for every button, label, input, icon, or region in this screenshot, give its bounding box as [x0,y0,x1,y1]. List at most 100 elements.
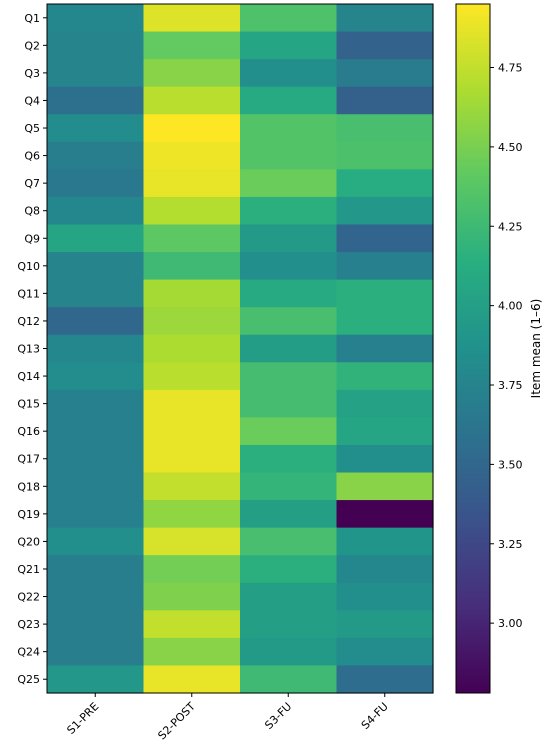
colorbar-tick-label: 3.50 [498,458,523,471]
heatmap-cell-q11-s3-fu [240,279,338,308]
row-label: Q22 [17,591,40,604]
row-label: Q8 [24,205,40,218]
heatmap-cell-q21-s4-fu [336,555,434,584]
heatmap-cell-q23-s3-fu [240,610,338,639]
heatmap-cell-q18-s4-fu [336,472,434,501]
column-label: S4-FU [359,700,391,732]
colorbar-tick-label: 4.25 [498,220,523,233]
heatmap-cell-q20-s1-pre [47,527,145,556]
heatmap-cell-q17-s2-post [143,444,241,474]
heatmap-cell-q10-s1-pre [47,252,145,281]
heatmap-cell-q8-s4-fu [336,196,434,226]
heatmap-cell-q14-s1-pre [47,362,145,391]
colorbar-tick-label: 3.00 [498,617,523,630]
heatmap-cell-q5-s1-pre [47,114,145,143]
heatmap-cell-q4-s4-fu [336,86,434,115]
row-label: Q23 [17,618,40,631]
heatmap-cell-q9-s4-fu [336,224,434,253]
heatmap-cell-q17-s1-pre [47,444,145,474]
heatmap-cell-q3-s3-fu [240,59,338,88]
heatmap-cell-q7-s3-fu [240,169,338,198]
heatmap-cell-q16-s3-fu [240,417,338,446]
heatmap-cell-q6-s2-post [143,141,241,170]
colorbar-tick-label: 4.00 [498,300,523,313]
heatmap-cell-q4-s2-post [143,86,241,115]
row-label: Q11 [17,287,40,300]
heatmap-cell-q19-s4-fu [336,500,434,529]
heatmap-cell-q8-s1-pre [47,196,145,226]
heatmap-cell-q2-s3-fu [240,31,338,60]
heatmap-cell-q2-s4-fu [336,31,434,60]
heatmap-cell-q3-s1-pre [47,59,145,88]
heatmap-cell-q24-s2-post [143,637,241,667]
heatmap-cell-q24-s4-fu [336,637,434,667]
heatmap-cell-q14-s3-fu [240,362,338,391]
heatmap-cell-q11-s4-fu [336,279,434,308]
heatmap-cell-q22-s1-pre [47,582,145,611]
row-label: Q13 [17,343,40,356]
heatmap-cell-q18-s1-pre [47,472,145,501]
heatmap-cell-q25-s1-pre [47,665,145,694]
heatmap-cell-q25-s2-post [143,665,241,694]
column-labels: S1-PRE S2-POST S3-FU S4-FU [64,693,391,743]
row-label: Q6 [24,150,40,163]
heatmap-cell-q2-s1-pre [47,31,145,60]
heatmap-cell-q19-s3-fu [240,500,338,529]
row-label: Q24 [17,646,40,659]
heatmap-cell-q22-s2-post [143,582,241,611]
row-label: Q21 [17,563,40,576]
row-label: Q1 [24,12,40,25]
heatmap-cell-q10-s3-fu [240,252,338,281]
row-label: Q2 [24,39,40,52]
heatmap-cell-q7-s4-fu [336,169,434,198]
heatmap-cell-q25-s3-fu [240,665,338,694]
heatmap-cell-q16-s4-fu [336,417,434,446]
heatmap-cell-q13-s1-pre [47,334,145,363]
row-label: Q4 [24,94,40,107]
heatmap-cell-q23-s4-fu [336,610,434,639]
row-label: Q5 [24,122,40,135]
heatmap-cell-q13-s3-fu [240,334,338,363]
heatmap-cell-q9-s1-pre [47,224,145,253]
row-label: Q25 [17,673,40,686]
heatmap-cell-q15-s3-fu [240,389,338,418]
heatmap-cell-q20-s3-fu [240,527,338,556]
column-label: S2-POST [155,700,198,743]
heatmap-cell-q18-s3-fu [240,472,338,501]
heatmap-cell-q11-s1-pre [47,279,145,308]
row-label: Q14 [17,370,40,383]
heatmap-cell-q12-s3-fu [240,307,338,336]
heatmap-cell-q10-s4-fu [336,252,434,281]
row-label: Q16 [17,425,40,438]
heatmap-cell-q6-s1-pre [47,141,145,170]
column-label: S3-FU [262,700,294,732]
heatmap-cell-q6-s3-fu [240,141,338,170]
row-label: Q20 [17,535,40,548]
heatmap-cell-q9-s2-post [143,224,241,253]
heatmap-cell-q21-s2-post [143,555,241,584]
heatmap-cell-q5-s3-fu [240,114,338,143]
colorbar-tick-label: 4.50 [498,141,523,154]
heatmap-cell-q13-s4-fu [336,334,434,363]
row-label: Q3 [24,67,40,80]
heatmap-cell-q9-s3-fu [240,224,338,253]
row-label: Q19 [17,508,40,521]
colorbar-tick-label: 4.75 [498,62,523,75]
row-label: Q18 [17,480,40,493]
heatmap-cell-q6-s4-fu [336,141,434,170]
heatmap-cell-q15-s2-post [143,389,241,418]
heatmap-cell-q1-s1-pre [47,4,145,33]
heatmap-cell-q5-s2-post [143,114,241,143]
row-label: Q10 [17,260,40,273]
heatmap-cell-q4-s3-fu [240,86,338,115]
colorbar-tick-label: 3.25 [498,538,523,551]
heatmap-cell-q17-s4-fu [336,444,434,474]
colorbar-label: Item mean (1–6) [529,299,543,399]
heatmap-cell-q4-s1-pre [47,86,145,115]
colorbar [456,4,490,693]
row-label: Q17 [17,453,40,466]
heatmap-cell-q18-s2-post [143,472,241,501]
heatmap-cell-q24-s3-fu [240,637,338,667]
heatmap-cell-q23-s2-post [143,610,241,639]
